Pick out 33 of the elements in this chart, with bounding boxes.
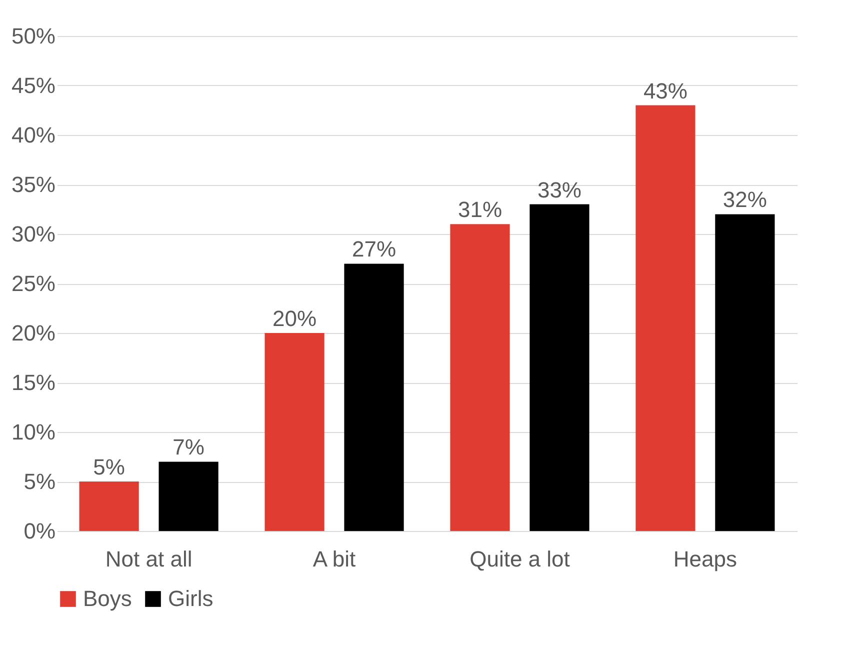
data-label: 32% <box>722 187 767 212</box>
y-tick-label: 5% <box>24 469 56 494</box>
data-label: 5% <box>93 454 125 480</box>
data-label: 33% <box>537 177 582 202</box>
data-label: 7% <box>172 434 204 460</box>
data-label: 31% <box>458 197 502 222</box>
y-tick-label: 10% <box>11 420 56 444</box>
bar <box>636 105 696 531</box>
bar <box>715 214 775 531</box>
data-label: 20% <box>272 306 317 331</box>
y-tick-label: 45% <box>11 73 56 98</box>
data-label: 43% <box>643 78 688 104</box>
y-tick-label: 15% <box>11 370 56 395</box>
x-tick-label: Not at all <box>105 546 192 572</box>
x-tick-label: A bit <box>312 546 356 572</box>
y-tick-label: 20% <box>11 320 56 346</box>
x-tick-label: Heaps <box>673 546 737 572</box>
bar <box>79 482 139 531</box>
y-tick-label: 0% <box>24 518 56 544</box>
data-label: 27% <box>352 236 396 262</box>
y-tick-label: 50% <box>11 24 56 48</box>
bar <box>264 333 324 531</box>
bar <box>450 224 510 531</box>
y-tick-label: 25% <box>11 271 56 296</box>
bar <box>158 462 218 531</box>
y-tick-label: 35% <box>11 172 56 197</box>
bar <box>344 264 404 531</box>
x-tick-label: Quite a lot <box>470 546 570 572</box>
y-tick-label: 30% <box>11 222 56 246</box>
bar <box>530 204 590 531</box>
legend-label: Boys <box>83 586 132 611</box>
legend-label: Girls <box>168 586 214 611</box>
y-tick-label: 40% <box>11 122 56 148</box>
